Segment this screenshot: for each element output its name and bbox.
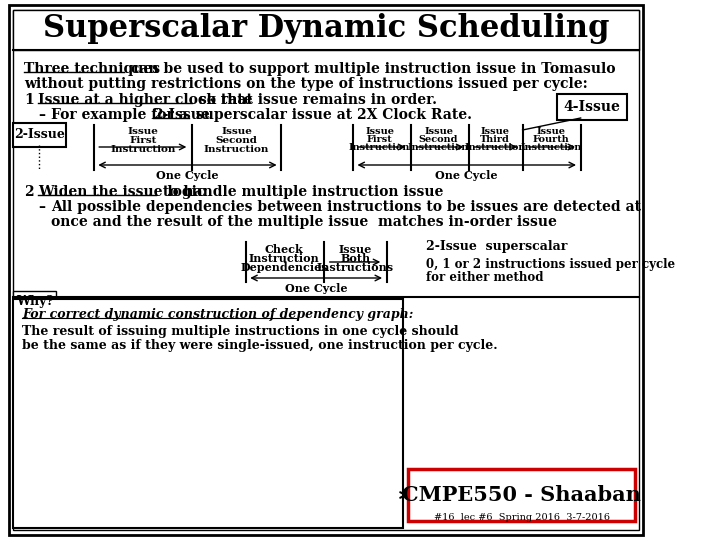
- Text: Issue: Issue: [424, 127, 453, 136]
- FancyBboxPatch shape: [13, 10, 639, 50]
- Text: be the same as if they were single-issued, one instruction per cycle.: be the same as if they were single-issue…: [22, 339, 498, 352]
- Text: Instruction: Instruction: [248, 253, 320, 264]
- Text: without putting restrictions on the type of instructions issued per cycle:: without putting restrictions on the type…: [24, 77, 588, 91]
- Text: Issue at a higher clock rate: Issue at a higher clock rate: [38, 93, 253, 107]
- Text: Widen the issue logic: Widen the issue logic: [38, 185, 206, 199]
- Text: –: –: [38, 108, 45, 122]
- FancyBboxPatch shape: [13, 291, 56, 311]
- Text: Instruction: Instruction: [464, 143, 526, 152]
- Text: can be used to support multiple instruction issue in Tomasulo: can be used to support multiple instruct…: [126, 62, 616, 76]
- Text: 2-Issue: 2-Issue: [14, 129, 65, 141]
- Text: Issue: Issue: [365, 127, 394, 136]
- Text: Instruction: Instruction: [110, 145, 176, 154]
- Text: Second: Second: [216, 136, 258, 145]
- Text: for either method: for either method: [426, 271, 544, 284]
- Text: Instruction: Instruction: [521, 143, 582, 152]
- Text: 2: 2: [24, 185, 34, 199]
- Text: once and the result of the multiple issue  matches in-order issue: once and the result of the multiple issu…: [50, 215, 557, 229]
- FancyBboxPatch shape: [408, 469, 635, 521]
- Text: #16  lec #6  Spring 2016  3-7-2016: #16 lec #6 Spring 2016 3-7-2016: [433, 513, 610, 522]
- Text: Instruction: Instruction: [204, 145, 269, 154]
- Text: Fourth: Fourth: [533, 135, 570, 144]
- Text: For correct dynamic construction of dependency graph:: For correct dynamic construction of depe…: [22, 308, 413, 321]
- Text: All possible dependencies between instructions to be issues are detected at: All possible dependencies between instru…: [50, 200, 641, 214]
- Text: For example for a: For example for a: [50, 108, 192, 122]
- Text: Issue: Issue: [221, 127, 252, 136]
- Text: Issue: Issue: [536, 127, 566, 136]
- Text: Superscalar Dynamic Scheduling: Superscalar Dynamic Scheduling: [42, 12, 609, 44]
- Text: Dependencies: Dependencies: [240, 262, 328, 273]
- Text: The result of issuing multiple instructions in one cycle should: The result of issuing multiple instructi…: [22, 325, 459, 338]
- Text: Third: Third: [480, 135, 510, 144]
- FancyBboxPatch shape: [13, 299, 402, 528]
- Text: 2-Issue: 2-Issue: [153, 108, 210, 122]
- Text: First: First: [366, 135, 392, 144]
- Text: Why?: Why?: [16, 294, 53, 307]
- FancyBboxPatch shape: [13, 10, 639, 530]
- Text: First: First: [129, 136, 156, 145]
- FancyBboxPatch shape: [9, 5, 643, 535]
- Text: Instruction: Instruction: [349, 143, 410, 152]
- Text: Both: Both: [341, 253, 371, 264]
- Text: Second: Second: [419, 135, 459, 144]
- Text: One Cycle: One Cycle: [156, 170, 219, 181]
- Text: Issue: Issue: [127, 127, 158, 136]
- Text: 2-Issue  superscalar: 2-Issue superscalar: [426, 240, 567, 253]
- Text: 1: 1: [24, 93, 34, 107]
- Text: One Cycle: One Cycle: [285, 283, 347, 294]
- Text: –: –: [38, 200, 45, 214]
- FancyBboxPatch shape: [557, 94, 627, 120]
- FancyBboxPatch shape: [13, 123, 66, 147]
- Text: 0, 1 or 2 instructions issued per cycle: 0, 1 or 2 instructions issued per cycle: [426, 258, 675, 271]
- Text: superscalar issue at 2X Clock Rate.: superscalar issue at 2X Clock Rate.: [191, 108, 472, 122]
- Text: Issue: Issue: [480, 127, 509, 136]
- Text: One Cycle: One Cycle: [435, 170, 498, 181]
- Text: Instruction: Instruction: [408, 143, 469, 152]
- Text: Instructions: Instructions: [317, 262, 394, 273]
- Text: so that issue remains in order.: so that issue remains in order.: [194, 93, 437, 107]
- Text: CMPE550 - Shaaban: CMPE550 - Shaaban: [402, 485, 641, 505]
- Text: Issue: Issue: [339, 244, 372, 255]
- Text: Three techniques: Three techniques: [24, 62, 160, 76]
- Text: 4-Issue: 4-Issue: [563, 100, 620, 114]
- Text: Check: Check: [264, 244, 303, 255]
- Text: to handle multiple instruction issue: to handle multiple instruction issue: [158, 185, 444, 199]
